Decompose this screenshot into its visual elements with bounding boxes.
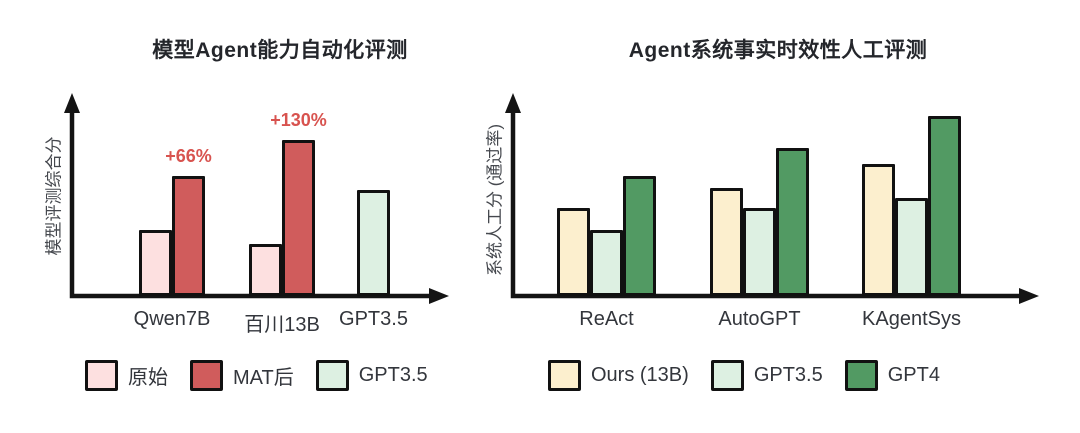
right-y-axis-label: 系统人工分 (通过率) — [485, 123, 505, 277]
left-chart-legend: 原始 MAT后 GPT3.5 — [85, 360, 428, 391]
x-tick-label-百川13B: 百川13B — [244, 314, 320, 336]
bar-GPT3.5-KAgentSys — [895, 198, 928, 296]
annotation-+130%: +130% — [270, 110, 327, 130]
legend-label: GPT3.5 — [358, 364, 428, 386]
bar-GPT4-ReAct — [623, 176, 656, 296]
right-x-axis-arrow-icon — [1019, 288, 1039, 304]
legend-swatch-icon — [548, 360, 581, 391]
bar-GPT3.5-ReAct — [590, 230, 623, 296]
legend-label: GPT4 — [887, 364, 940, 386]
bar-Ours (13B)-ReAct — [557, 208, 590, 296]
x-tick-label-AutoGPT: AutoGPT — [718, 308, 801, 330]
legend-item-GPT4: GPT4 — [844, 360, 940, 391]
left-chart-title: 模型Agent能力自动化评测 — [152, 39, 408, 62]
right-chart-legend: Ours (13B) GPT3.5 GPT4 — [548, 360, 940, 391]
legend-item-MAT后: MAT后 — [190, 360, 294, 391]
legend-swatch-icon — [315, 360, 349, 391]
legend-label: Ours (13B) — [591, 364, 689, 386]
bar-GPT3.5-AutoGPT — [743, 208, 776, 296]
bar-原始-百川13B — [249, 244, 282, 296]
left-y-axis-label: 模型评测综合分 — [44, 136, 64, 256]
legend-swatch-icon — [85, 360, 118, 391]
legend-swatch-icon — [190, 360, 223, 391]
bar-GPT4-KAgentSys — [928, 116, 961, 296]
left-x-axis-arrow-icon — [429, 288, 449, 304]
bar-MAT后-Qwen7B — [172, 176, 205, 296]
bar-Ours (13B)-KAgentSys — [862, 164, 895, 296]
bar-Ours (13B)-AutoGPT — [710, 188, 743, 296]
bar-GPT3.5-GPT3.5 — [357, 190, 390, 296]
legend-label: MAT后 — [233, 367, 294, 389]
x-tick-label-ReAct: ReAct — [579, 308, 634, 330]
x-tick-label-KAgentSys: KAgentSys — [862, 308, 961, 330]
annotation-+66%: +66% — [165, 146, 212, 166]
legend-swatch-icon — [710, 360, 744, 391]
bar-原始-Qwen7B — [139, 230, 172, 296]
right-chart-title: Agent系统事实时效性人工评测 — [628, 39, 928, 62]
legend-label: GPT3.5 — [753, 364, 823, 386]
legend-item-GPT3.5: GPT3.5 — [315, 360, 428, 391]
left-axis-lines — [69, 110, 432, 299]
legend-item-原始: 原始 — [85, 360, 168, 391]
bar-GPT4-AutoGPT — [776, 148, 809, 296]
legend-item-GPT3.5: GPT3.5 — [710, 360, 823, 391]
x-tick-label-Qwen7B: Qwen7B — [133, 308, 211, 330]
legend-swatch-icon — [844, 360, 878, 391]
legend-label: 原始 — [128, 367, 168, 389]
right-axis-lines — [510, 110, 1022, 299]
legend-item-Ours (13B): Ours (13B) — [548, 360, 689, 391]
right-y-axis-arrow-icon — [505, 93, 521, 113]
bar-MAT后-百川13B — [282, 140, 315, 296]
x-tick-label-GPT3.5: GPT3.5 — [339, 308, 408, 330]
left-y-axis-arrow-icon — [64, 93, 80, 113]
